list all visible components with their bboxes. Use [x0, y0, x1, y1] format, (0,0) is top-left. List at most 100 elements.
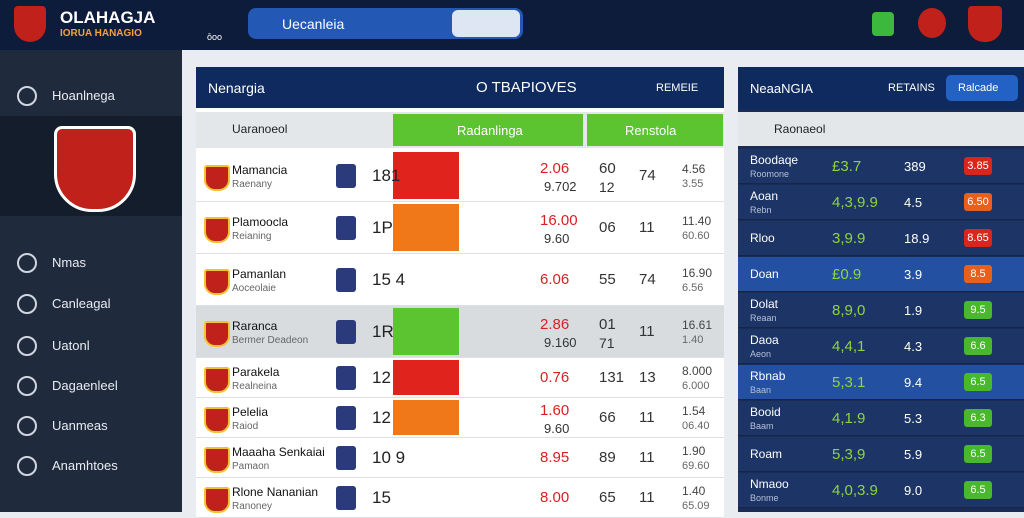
match-row[interactable]: Pamanlan Aoceolaie 15 4 6.06 55 74 16.90 6.56: [196, 254, 724, 306]
search-bar[interactable]: Uecanleia: [248, 8, 523, 39]
nav-item[interactable]: Canleagal: [52, 296, 111, 311]
stat: 11: [639, 218, 655, 236]
score: 10 9: [372, 447, 406, 467]
nav-icon: [17, 253, 37, 273]
panel-link[interactable]: REMEIE: [656, 82, 699, 94]
match-row[interactable]: Rlone Nananian Ranoney 15 8.00 65 11 1.40 65.09: [196, 478, 724, 518]
side-panel: NeaaNGIA RETAINS Ralcade Raonaeol Boodaq…: [738, 67, 1024, 512]
odds-count: 9.0: [904, 483, 923, 498]
column-tab[interactable]: Radanlinga: [393, 114, 583, 146]
nav-icon: [17, 294, 37, 314]
odds-row[interactable]: Nmaoo Bonme 4,0,3.9 9.0 6.5: [738, 473, 1024, 508]
score: 12: [372, 367, 391, 387]
search-button[interactable]: [452, 10, 520, 37]
odds-row[interactable]: Boodaqe Roomone £3.7 389 3.85: [738, 149, 1024, 184]
team-name: Raranca: [232, 318, 278, 333]
active-item[interactable]: [0, 116, 182, 216]
stat: 12: [599, 178, 615, 195]
odds-sub: Baan: [750, 385, 772, 395]
odds-badge[interactable]: 3.85: [964, 157, 992, 175]
odd-a: 2.86: [540, 315, 570, 333]
top-bar: OLAHAGJA IORUA HANAGIO ōoo Uecanleia: [0, 0, 1024, 50]
odds-badge[interactable]: 8.65: [964, 229, 992, 247]
odd-b: 9.60: [544, 230, 570, 246]
team-name: Maaaha Senkaiai: [232, 444, 325, 459]
team-icon: [336, 485, 356, 510]
match-row[interactable]: Raranca Bermer Deadeon 1R 2.86 9.160 01 71 11 16…: [196, 306, 724, 358]
nav-item[interactable]: Uanmeas: [52, 418, 108, 433]
stat: 74: [639, 270, 656, 288]
odds-value: £3.7: [832, 158, 862, 175]
odds-row[interactable]: Aoan Rebn 4,3,9.9 4.5 6.50: [738, 185, 1024, 220]
score-bar: [393, 440, 459, 475]
odds-sub: Reaan: [750, 313, 777, 323]
side-button[interactable]: Ralcade: [946, 75, 1018, 101]
odds-badge[interactable]: 6.5: [964, 481, 992, 499]
nav-item[interactable]: Uatonl: [52, 338, 90, 353]
stat: 16.90: [682, 265, 713, 280]
match-row[interactable]: Parakela Realneina 12 0.76 131 13 8.000 6.000: [196, 358, 724, 398]
odds-value: 8,9,0: [832, 302, 866, 319]
score-bar: [393, 256, 459, 303]
club-logo[interactable]: [968, 6, 1002, 42]
stat: 65: [599, 488, 616, 506]
odds-sub: Aeon: [750, 349, 772, 359]
stat: 06.40: [682, 419, 710, 432]
panel-header: Nenargia O TBAPIOVES REMEIE: [196, 67, 724, 108]
match-row[interactable]: Maaaha Senkaiai Pamaon 10 9 8.95 89 11 1.90 69.…: [196, 438, 724, 478]
odds-badge[interactable]: 6.6: [964, 337, 992, 355]
avatar[interactable]: [918, 8, 946, 38]
team-badge: [204, 268, 230, 295]
nav-item[interactable]: Dagaenleel: [52, 378, 118, 393]
score: 12: [372, 407, 391, 427]
stat: 69.60: [682, 459, 710, 472]
club-crest: [54, 126, 136, 212]
odds-name: Rloo: [750, 231, 775, 245]
odds-row[interactable]: Dolat Reaan 8,9,0 1.9 9.5: [738, 293, 1024, 328]
match-row[interactable]: Pelelia Raiod 12 1.60 9.60 66 11 1.54 06.40: [196, 398, 724, 438]
logo-subtitle: IORUA HANAGIO: [60, 28, 142, 39]
side-link[interactable]: RETAINS: [888, 82, 935, 94]
team-badge: [204, 366, 230, 393]
team-badge: [204, 164, 230, 191]
odds-badge[interactable]: 6.5: [964, 373, 992, 391]
nav-item[interactable]: Anamhtoes: [52, 458, 118, 473]
odds-row[interactable]: Rloo 3,9.9 18.9 8.65: [738, 221, 1024, 256]
odds-count: 389: [904, 159, 926, 174]
nav-item[interactable]: Nmas: [52, 255, 86, 270]
side-title: NeaaNGIA: [750, 81, 813, 96]
team-icon: [336, 445, 356, 470]
icon[interactable]: [872, 12, 894, 36]
odds-badge[interactable]: 9.5: [964, 301, 992, 319]
team-icon: [336, 215, 356, 240]
odds-badge[interactable]: 8.5: [964, 265, 992, 283]
match-row[interactable]: Mamancia Raenany 181 2.06 9.702 60 12 74 4.56 3.5…: [196, 150, 724, 202]
match-row[interactable]: Plamoocla Reianing 1P 16.00 9.60 06 11 11.40 60.…: [196, 202, 724, 254]
nav-item[interactable]: Hoanlnega: [52, 88, 115, 103]
column-label: Uaranoeol: [232, 122, 288, 136]
odd-a: 16.00: [540, 211, 578, 229]
odds-count: 1.9: [904, 303, 923, 318]
panel-title: Nenargia: [208, 80, 265, 96]
team-badge: [204, 406, 230, 433]
side-header: NeaaNGIA RETAINS Ralcade: [738, 67, 1024, 109]
odds-sub: Baam: [750, 421, 774, 431]
odds-name: Boodaqe: [750, 153, 799, 167]
nav-icon: [17, 336, 37, 356]
odds-row[interactable]: Rbnab Baan 5,3.1 9.4 6.5: [738, 365, 1024, 400]
odds-badge[interactable]: 6.50: [964, 193, 992, 211]
odds-row[interactable]: Doan £0.9 3.9 8.5: [738, 257, 1024, 292]
stat: 55: [599, 270, 616, 288]
logo-title: OLAHAGJA: [60, 8, 156, 27]
odds-badge[interactable]: 6.5: [964, 445, 992, 463]
odds-row[interactable]: Booid Baam 4,1.9 5.3 6.3: [738, 401, 1024, 436]
stat: 89: [599, 448, 616, 466]
column-tab[interactable]: Renstola: [587, 114, 723, 146]
odds-badge[interactable]: 6.3: [964, 409, 992, 427]
stat: 60.60: [682, 229, 710, 242]
odds-row[interactable]: Roam 5,3,9 5.9 6.5: [738, 437, 1024, 472]
side-button-label: Ralcade: [958, 82, 999, 94]
odds-row[interactable]: Daoa Aeon 4,4,1 4.3 6.6: [738, 329, 1024, 364]
column-label: Renstola: [625, 123, 677, 138]
nav-icon: [17, 416, 37, 436]
